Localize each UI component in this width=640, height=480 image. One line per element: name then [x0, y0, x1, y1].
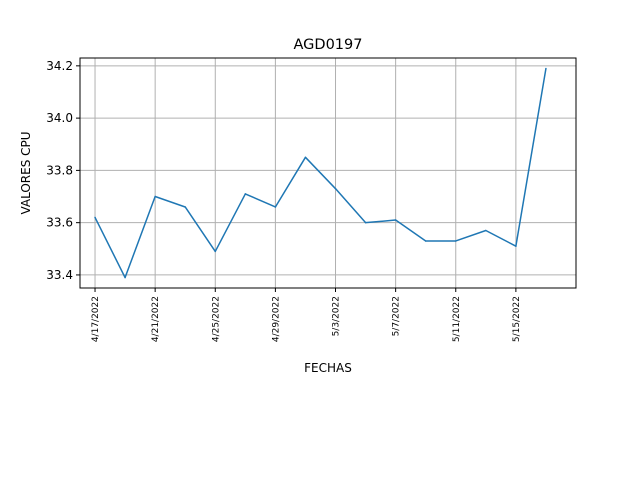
x-tick-label: 4/21/2022 [151, 296, 161, 342]
series-layer [94, 67, 547, 279]
y-tick-label: 34.0 [46, 111, 73, 125]
x-tick-label: 4/29/2022 [271, 296, 281, 342]
data-point [94, 216, 96, 219]
data-point [274, 206, 277, 208]
y-tick-label: 33.4 [46, 268, 73, 282]
data-point [304, 156, 307, 159]
data-point [424, 240, 427, 242]
x-tick-label: 5/7/2022 [392, 296, 402, 336]
grid-lines [80, 58, 576, 288]
series-line [94, 68, 547, 279]
y-axis-ticks: 33.4 33.6 33.8 34.0 34.2 [46, 59, 80, 282]
y-tick-label: 33.8 [46, 163, 73, 177]
y-tick-label: 34.2 [46, 59, 73, 73]
data-point [124, 276, 126, 279]
data-point [154, 195, 156, 198]
data-point [184, 206, 186, 208]
x-tick-label: 4/17/2022 [91, 296, 101, 342]
x-tick-label: 5/15/2022 [512, 296, 522, 342]
x-tick-label: 4/25/2022 [211, 296, 221, 342]
data-point [455, 240, 457, 242]
chart-title: AGD0197 [294, 37, 363, 53]
data-point [244, 193, 247, 195]
plot-frame [79, 57, 577, 289]
data-point [394, 219, 397, 221]
x-axis-label: FECHAS [304, 361, 352, 375]
data-point [334, 187, 337, 190]
x-tick-label: 5/11/2022 [452, 296, 462, 342]
data-point [545, 67, 547, 70]
x-tick-label: 5/3/2022 [332, 296, 342, 336]
y-axis-label: VALORES CPU [19, 131, 33, 214]
data-point [364, 221, 367, 224]
data-point [214, 250, 217, 253]
data-point [485, 229, 487, 232]
x-axis-ticks: 4/17/2022 4/21/2022 4/25/2022 4/29/2022 5/3/… [91, 288, 522, 342]
y-tick-label: 33.6 [46, 216, 73, 230]
data-point [515, 245, 517, 247]
